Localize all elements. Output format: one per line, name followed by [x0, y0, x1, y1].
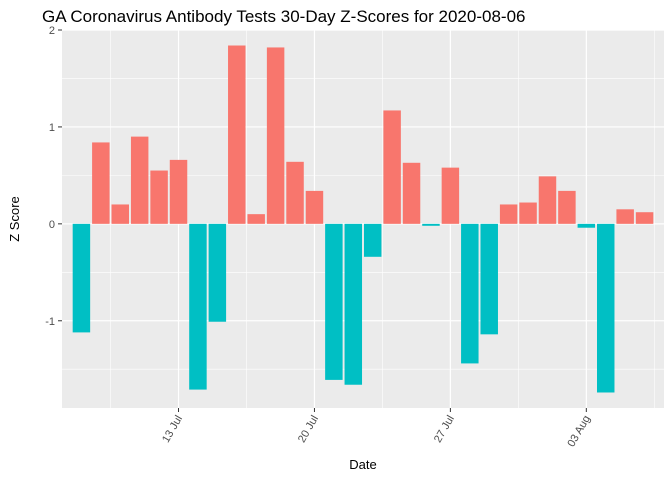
- bar: [286, 161, 304, 224]
- bar: [538, 176, 557, 224]
- y-tick-label: -1: [45, 316, 55, 328]
- bar: [150, 170, 168, 224]
- bar: [519, 202, 537, 224]
- bar: [344, 223, 363, 385]
- bar: [247, 214, 265, 224]
- bar: [383, 110, 401, 224]
- y-tick-label: 2: [49, 25, 55, 37]
- bar: [597, 223, 615, 393]
- bar: [616, 209, 634, 224]
- x-tick-label: 27 Jul: [432, 414, 457, 445]
- bar: [441, 167, 460, 224]
- y-tick-label: 0: [49, 219, 55, 231]
- bar: [480, 223, 498, 335]
- bar: [72, 223, 91, 333]
- chart-title: GA Coronavirus Antibody Tests 30-Day Z-S…: [42, 7, 525, 26]
- x-tick-label: 13 Jul: [160, 414, 185, 445]
- x-tick-label: 03 Aug: [565, 414, 593, 450]
- bar: [92, 142, 110, 224]
- bar: [111, 204, 129, 224]
- bar: [169, 159, 188, 224]
- y-tick-label: 1: [49, 122, 55, 134]
- bar: [577, 223, 596, 228]
- y-axis-title: Z Score: [7, 196, 22, 242]
- bar: [363, 223, 382, 257]
- bar: [635, 212, 654, 224]
- bar: [266, 47, 285, 224]
- x-axis-title: Date: [349, 457, 376, 472]
- bar: [422, 223, 440, 226]
- bar: [325, 223, 343, 380]
- bar: [499, 204, 518, 224]
- bars: [72, 45, 654, 393]
- x-tick-label: 20 Jul: [296, 414, 321, 445]
- bar: [208, 223, 227, 322]
- bar: [189, 223, 207, 390]
- bar: [558, 190, 576, 224]
- bar: [130, 136, 149, 224]
- bar: [461, 223, 479, 364]
- bar: [228, 45, 246, 224]
- bar: [305, 190, 324, 224]
- bar: [402, 162, 421, 224]
